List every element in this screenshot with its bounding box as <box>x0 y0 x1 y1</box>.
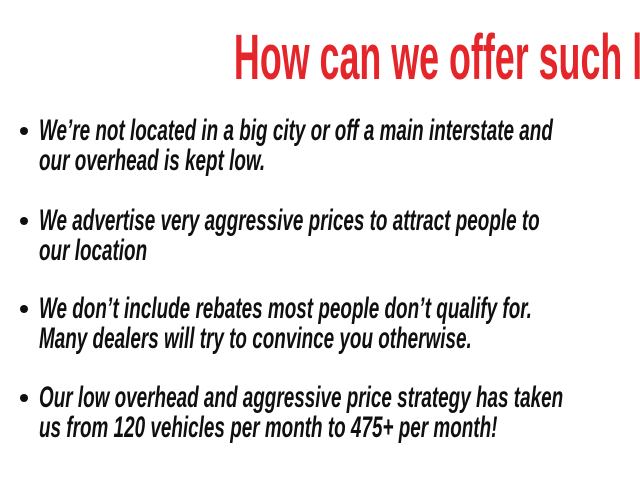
bullet-line: our location <box>39 234 148 267</box>
bullet-line: We don’t include rebates most people don… <box>39 292 532 325</box>
page-title: How can we offer such low prices? <box>0 25 640 89</box>
bullet-dot-icon <box>20 305 28 313</box>
bullet-line: our overhead is kept low. <box>39 144 266 177</box>
bullet-text: We advertise very aggressive prices to a… <box>39 206 540 266</box>
bullet-dot-icon <box>20 127 28 135</box>
bullet-text: Our low overhead and aggressive price st… <box>39 383 563 443</box>
bullet-text: We’re not located in a big city or off a… <box>39 116 553 176</box>
bullet-line: us from 120 vehicles per month to 475+ p… <box>39 411 498 444</box>
bullet-dot-icon <box>20 394 28 402</box>
page-title-text: How can we offer such low prices? <box>233 21 640 93</box>
bullet-dot-icon <box>20 217 28 225</box>
bullet-line: Our low overhead and aggressive price st… <box>39 381 564 414</box>
bullet-line: We advertise very aggressive prices to a… <box>39 204 540 237</box>
bullet-line: We’re not located in a big city or off a… <box>39 114 553 147</box>
bullet-text: We don’t include rebates most people don… <box>39 294 532 354</box>
bullet-line: Many dealers will try to convince you ot… <box>39 322 472 355</box>
